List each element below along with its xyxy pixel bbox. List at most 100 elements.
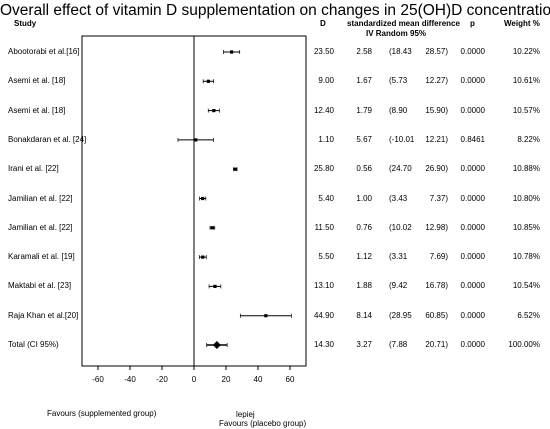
cell-ci-low: (10.02 — [389, 222, 412, 232]
cell-p: 0.0000 — [460, 310, 485, 320]
cell-d: 13.10 — [313, 281, 334, 291]
cell-p: 0.0000 — [460, 281, 485, 291]
cell-p: 0.8461 — [460, 134, 485, 144]
header-smd: standardized mean difference — [347, 19, 460, 28]
cell-d: 11.50 — [314, 222, 334, 232]
header-d: D — [320, 19, 326, 28]
cell-d: 14.30 — [313, 340, 334, 349]
cell-smd: 5.67 — [356, 134, 372, 144]
cell-d: 12.40 — [313, 105, 334, 115]
cell-smd: 1.88 — [356, 281, 372, 291]
cell-smd: 2.58 — [356, 47, 372, 56]
cell-smd: 1.79 — [356, 105, 372, 115]
cell-smd: 8.14 — [356, 310, 372, 320]
cell-ci-low: (5.73 — [389, 76, 408, 86]
cell-ci-low: (3.43 — [389, 193, 408, 203]
x-tick-label: -20 — [156, 375, 168, 384]
point-estimate — [210, 226, 214, 230]
cell-weight: 8.22% — [517, 134, 540, 144]
point-estimate — [264, 314, 268, 318]
cell-weight: 10.61% — [512, 76, 540, 86]
cell-study: Asemi et al. [18] — [8, 76, 66, 86]
cell-ci-low: (24.70 — [389, 164, 412, 174]
footer-favours-placebo: Favours (placebo group) — [219, 419, 307, 428]
cell-ci-high: 20.71) — [425, 340, 448, 349]
cell-p: 0.0000 — [460, 222, 485, 232]
point-estimate — [201, 255, 205, 259]
cell-p: 0.0000 — [460, 193, 485, 203]
cell-d: 5.40 — [318, 193, 334, 203]
cell-study: Bonakdaran et al. [24] — [8, 134, 87, 144]
header-weight: Weight % — [504, 19, 540, 28]
cell-ci-high: 60.85) — [425, 310, 448, 320]
cell-ci-high: 7.37) — [429, 193, 448, 203]
cell-d: 9.00 — [318, 76, 334, 86]
point-estimate — [201, 196, 205, 201]
cell-ci-high: 12.27) — [425, 76, 448, 86]
point-estimate — [230, 50, 234, 54]
cell-ci-high: 7.69) — [429, 252, 448, 262]
point-estimate — [194, 138, 198, 142]
cell-ci-low: (18.43 — [389, 47, 412, 56]
cell-p: 0.0000 — [460, 47, 485, 56]
x-tick-label: 20 — [222, 375, 231, 384]
cell-smd: 0.76 — [356, 222, 372, 232]
cell-weight: 10.88% — [512, 164, 540, 174]
cell-p: 0.0000 — [460, 164, 485, 174]
point-estimate — [206, 79, 210, 83]
cell-study: Karamali et al. [19] — [8, 252, 75, 262]
cell-study: Asemi et al. [18] — [8, 105, 66, 115]
cell-ci-low: (9.42 — [389, 281, 408, 291]
cell-study: Abootorabi et al.[16] — [8, 47, 80, 56]
cell-study: Raja Khan et al.[20] — [8, 310, 79, 320]
cell-weight: 10.57% — [512, 105, 540, 115]
cell-ci-low: (8.90 — [389, 105, 408, 115]
point-estimate — [213, 284, 217, 288]
header-p: p — [470, 19, 475, 28]
cell-weight: 10.54% — [512, 281, 540, 291]
cell-ci-high: 16.78) — [425, 281, 448, 291]
header-study: Study — [14, 19, 37, 28]
footer-lepiej: lepiej — [236, 410, 255, 419]
cell-smd: 1.12 — [356, 252, 372, 262]
cell-weight: 10.80% — [512, 193, 540, 203]
cell-weight: 10.78% — [512, 252, 540, 262]
x-tick-label: -40 — [124, 375, 136, 384]
x-tick-label: 40 — [254, 375, 263, 384]
footer-favours-supplemented: Favours (supplemented group) — [47, 409, 157, 418]
cell-study: Irani et al. [22] — [8, 164, 59, 174]
cell-p: 0.0000 — [460, 252, 485, 262]
cell-d: 44.90 — [313, 310, 334, 320]
cell-ci-low: (7.88 — [389, 340, 408, 349]
x-tick-label: 0 — [192, 375, 197, 384]
x-tick-label: 60 — [286, 375, 295, 384]
cell-p: 0.0000 — [460, 340, 485, 349]
cell-ci-low: (28.95 — [389, 310, 412, 320]
cell-study: Total (CI 95%) — [8, 340, 59, 349]
cell-ci-high: 15.90) — [425, 105, 448, 115]
cell-weight: 6.52% — [517, 310, 540, 320]
cell-ci-high: 26.90) — [425, 164, 448, 174]
cell-d: 1.10 — [318, 134, 334, 144]
cell-ci-high: 12.21) — [425, 134, 448, 144]
cell-smd: 1.67 — [356, 76, 372, 86]
cell-ci-low: (-10.01 — [389, 134, 415, 144]
cell-smd: 3.27 — [356, 340, 372, 349]
cell-ci-low: (3.31 — [389, 252, 408, 262]
cell-smd: 0.56 — [356, 164, 372, 174]
cell-ci-high: 12.98) — [425, 222, 448, 232]
cell-study: Jamilian et al. [22] — [8, 193, 73, 203]
total-estimate-diamond — [212, 341, 221, 349]
cell-d: 5.50 — [318, 252, 334, 262]
point-estimate — [212, 109, 216, 113]
cell-d: 25.80 — [313, 164, 334, 174]
cell-d: 23.50 — [313, 47, 334, 56]
cell-ci-high: 28.57) — [425, 47, 448, 56]
cell-study: Maktabi et al. [23] — [8, 281, 72, 291]
cell-p: 0.0000 — [460, 76, 485, 86]
point-estimate — [233, 167, 237, 171]
cell-study: Jamilian et al. [22] — [8, 222, 73, 232]
x-tick-label: -60 — [92, 375, 104, 384]
cell-p: 0.0000 — [460, 105, 485, 115]
